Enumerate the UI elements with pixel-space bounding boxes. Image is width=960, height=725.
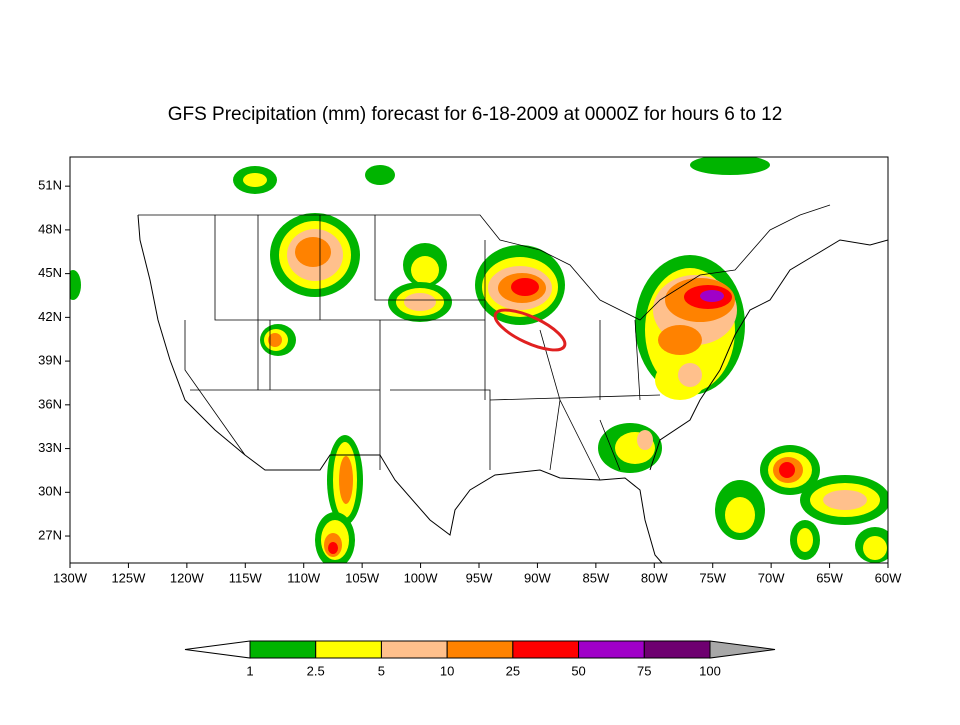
- colorbar-label: 75: [637, 663, 651, 678]
- colorbar-under: [184, 640, 251, 659]
- x-tick-label: 105W: [345, 570, 380, 585]
- y-tick-label: 45N: [38, 265, 62, 280]
- colorbar-label: 100: [699, 663, 721, 678]
- y-tick-label: 30N: [38, 484, 62, 499]
- y-tick-label: 39N: [38, 353, 62, 368]
- precip-areas: [70, 157, 888, 563]
- x-tick-label: 60W: [875, 570, 902, 585]
- x-tick-label: 65W: [816, 570, 843, 585]
- x-tick-label: 120W: [170, 570, 205, 585]
- map-title: GFS Precipitation (mm) forecast for 6-18…: [168, 104, 783, 125]
- colorbar: 1 2.5 5 10 25 50 75 100: [184, 640, 776, 678]
- colorbar-label: 10: [440, 663, 454, 678]
- map-area: [69, 156, 889, 564]
- x-tick-label: 90W: [524, 570, 551, 585]
- colorbar-bin: [578, 640, 645, 659]
- y-tick-label: 48N: [38, 221, 62, 236]
- x-tick-label: 95W: [466, 570, 493, 585]
- colorbar-label: 1: [246, 663, 253, 678]
- x-tick-label: 85W: [582, 570, 609, 585]
- x-tick-label: 125W: [111, 570, 146, 585]
- colorbar-label: 25: [506, 663, 520, 678]
- y-tick-label: 51N: [38, 178, 62, 193]
- colorbar-over: [709, 640, 776, 659]
- x-tick-label: 70W: [758, 570, 785, 585]
- colorbar-bin: [315, 640, 382, 659]
- x-tick-label: 110W: [287, 570, 321, 585]
- coastlines: [137, 204, 888, 563]
- y-tick-label: 33N: [38, 440, 62, 455]
- highlight-ellipse: [493, 308, 567, 352]
- x-tick-label: 80W: [641, 570, 668, 585]
- colorbar-bin: [249, 640, 317, 659]
- colorbar-bin: [643, 640, 711, 659]
- x-tick-label: 100W: [404, 570, 439, 585]
- x-tick-label: 115W: [229, 570, 263, 585]
- x-tick-label: 130W: [53, 570, 88, 585]
- colorbar-label: 2.5: [307, 663, 325, 678]
- map-frame: [69, 156, 889, 564]
- colorbar-bin: [512, 640, 580, 659]
- colorbar-label: 50: [571, 663, 585, 678]
- colorbar-label: 5: [378, 663, 385, 678]
- x-tick-label: 75W: [699, 570, 726, 585]
- y-tick-label: 27N: [38, 527, 62, 542]
- y-tick-label: 42N: [38, 309, 62, 324]
- y-tick-label: 36N: [38, 396, 62, 411]
- colorbar-bin: [380, 640, 448, 659]
- colorbar-bin: [446, 640, 514, 659]
